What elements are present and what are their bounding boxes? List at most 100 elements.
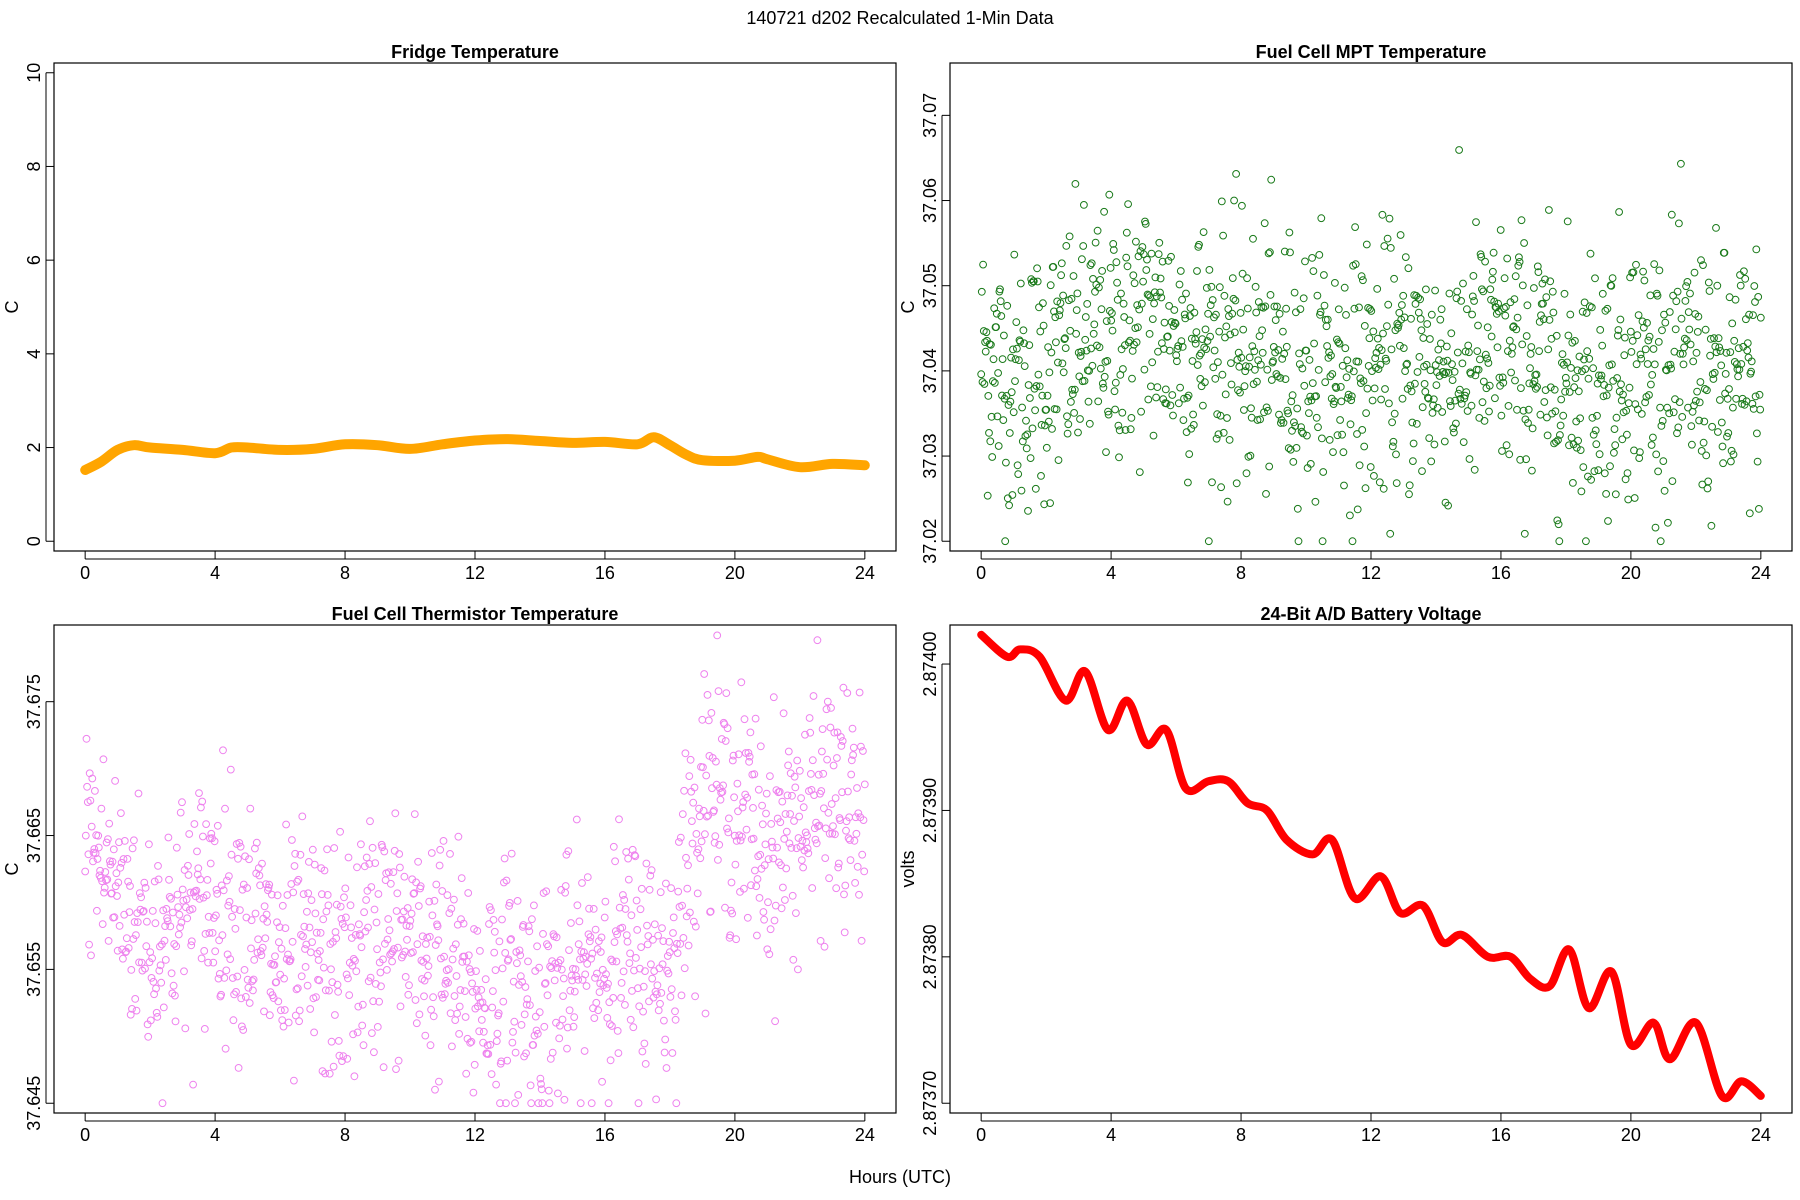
data-point xyxy=(1106,264,1115,272)
data-point xyxy=(673,949,682,957)
data-point xyxy=(544,942,553,951)
data-point xyxy=(1070,409,1078,417)
data-point xyxy=(1153,383,1162,392)
data-point xyxy=(370,905,379,914)
data-point xyxy=(1267,175,1276,184)
data-point xyxy=(212,911,220,920)
data-point xyxy=(1570,383,1579,392)
data-point xyxy=(1729,450,1738,459)
data-point xyxy=(1622,406,1631,415)
data-point xyxy=(994,369,1002,377)
data-point xyxy=(1712,224,1720,232)
data-point xyxy=(412,1019,421,1028)
data-point xyxy=(365,860,374,868)
data-point xyxy=(1297,427,1306,436)
data-point xyxy=(1700,417,1709,426)
data-point xyxy=(145,840,153,849)
data-point xyxy=(396,863,404,872)
data-point xyxy=(318,1067,327,1075)
data-point xyxy=(1532,370,1541,379)
data-point xyxy=(1248,342,1257,351)
data-point xyxy=(436,845,445,854)
data-point xyxy=(1312,413,1321,422)
data-point xyxy=(270,961,279,969)
data-point xyxy=(712,757,720,766)
data-point xyxy=(1145,330,1154,338)
data-point xyxy=(446,1009,455,1018)
data-point xyxy=(1012,318,1021,327)
data-point xyxy=(1483,354,1491,363)
data-point xyxy=(288,937,297,946)
data-point xyxy=(667,884,675,892)
data-point xyxy=(226,765,235,774)
data-point xyxy=(686,908,694,917)
data-point xyxy=(1582,537,1590,546)
data-point xyxy=(458,958,467,966)
data-point xyxy=(1587,303,1596,312)
data-point xyxy=(1527,343,1536,351)
data-point xyxy=(1235,362,1244,371)
data-point xyxy=(1617,380,1625,389)
data-point xyxy=(291,849,300,858)
data-point xyxy=(541,980,549,988)
data-point xyxy=(1161,385,1170,394)
x-tick-label: 16 xyxy=(1491,563,1511,583)
data-point xyxy=(753,875,762,883)
data-point xyxy=(844,787,852,796)
data-point xyxy=(1202,284,1211,292)
data-point xyxy=(1201,325,1210,334)
data-point xyxy=(362,853,371,862)
data-point xyxy=(1502,441,1511,450)
data-point xyxy=(1076,352,1085,360)
data-point xyxy=(312,928,321,937)
data-point xyxy=(114,878,123,887)
data-point xyxy=(1057,259,1066,268)
data-point xyxy=(1145,291,1153,300)
data-point xyxy=(1148,358,1157,367)
data-point xyxy=(150,877,159,886)
data-point xyxy=(1041,421,1049,430)
data-point xyxy=(1278,355,1287,363)
data-point xyxy=(233,972,242,981)
data-point xyxy=(251,909,260,918)
data-point xyxy=(575,917,584,926)
data-point xyxy=(843,689,852,697)
data-point xyxy=(982,328,991,337)
data-point xyxy=(1723,394,1732,403)
data-point xyxy=(1477,253,1486,261)
data-point xyxy=(561,882,570,890)
data-point xyxy=(1107,316,1116,325)
data-point xyxy=(1022,444,1031,453)
data-point xyxy=(1488,275,1497,284)
data-point xyxy=(781,896,789,904)
data-point xyxy=(602,970,610,979)
data-point xyxy=(451,940,460,949)
data-point xyxy=(673,939,681,948)
data-point xyxy=(1100,207,1108,216)
data-point xyxy=(83,782,91,791)
data-point xyxy=(1639,267,1647,276)
data-point xyxy=(765,950,774,959)
data-point xyxy=(1703,386,1711,395)
data-point xyxy=(1474,321,1482,330)
data-point xyxy=(425,897,434,906)
data-point xyxy=(833,754,841,762)
data-point xyxy=(1189,410,1197,419)
data-point xyxy=(683,884,692,893)
data-point xyxy=(171,991,179,1000)
data-point xyxy=(1184,391,1193,400)
data-point xyxy=(1567,433,1576,442)
data-point xyxy=(156,961,165,970)
data-point xyxy=(574,940,583,949)
data-point xyxy=(996,297,1005,306)
data-point xyxy=(1014,470,1023,479)
data-point xyxy=(1601,306,1610,315)
data-point xyxy=(690,783,699,792)
data-point xyxy=(738,832,746,841)
data-point xyxy=(1080,201,1088,209)
data-point xyxy=(775,787,784,796)
data-point xyxy=(396,1002,405,1011)
data-point xyxy=(728,909,737,918)
data-point xyxy=(1270,302,1279,311)
data-point xyxy=(1346,420,1355,429)
